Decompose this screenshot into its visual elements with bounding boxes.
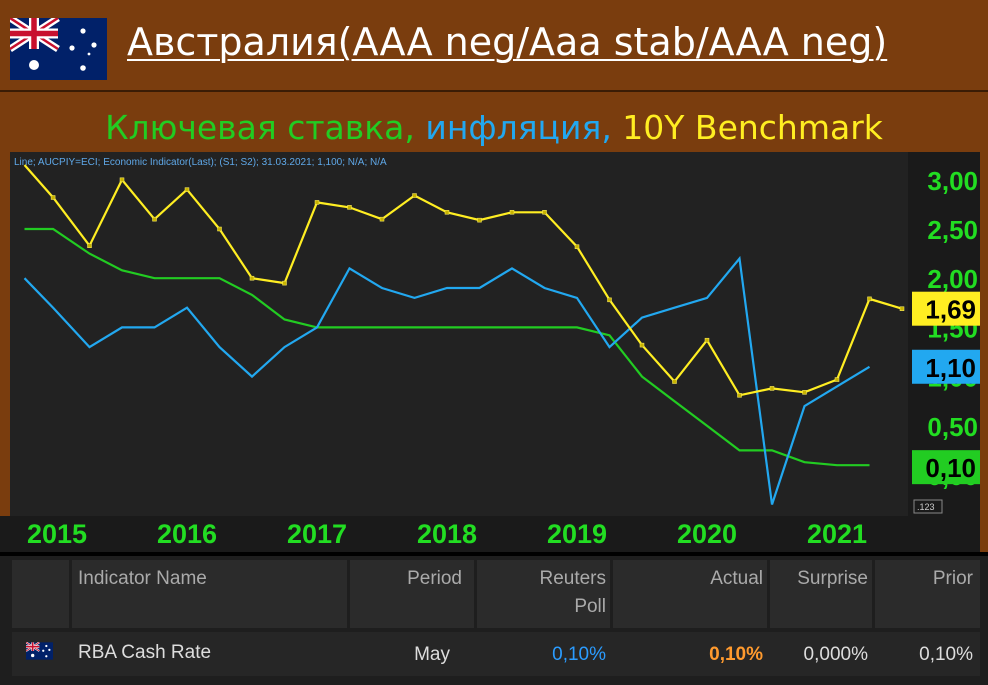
data-point-benchmark [119,177,125,183]
y-tick-label: 2,00 [927,264,978,294]
header-prior-cell [875,560,980,628]
last-value-label-rate: 0,10 [925,453,976,483]
header-poll-line2[interactable]: Poll [574,596,606,617]
y-tick-label: 2,50 [927,215,978,245]
header-surprise[interactable]: Surprise [797,568,868,589]
header-actual[interactable]: Actual [710,568,763,589]
data-point-benchmark [867,296,872,302]
chart-info-text: Line; AUCPIY=ECI; Economic Indicator(Las… [14,157,387,168]
chart-badge[interactable] [913,499,943,514]
line-chart: Line; AUCPIY=ECI; Economic Indicator(Las… [0,152,980,552]
data-point-benchmark [574,244,580,249]
data-point-benchmark [217,226,222,232]
row-poll: 0,10% [552,644,606,665]
data-point-benchmark [769,386,775,391]
data-point-benchmark [737,393,742,398]
header-surprise-cell [770,560,872,628]
last-value-label-benchmark: 1,69 [925,295,976,325]
header-prior[interactable]: Prior [932,568,973,589]
last-value-box-rate [912,450,980,485]
row-actual: 0,10% [709,644,763,665]
data-point-benchmark [509,210,515,215]
data-point-benchmark [412,193,417,198]
data-point-benchmark [249,275,255,281]
data-point-benchmark [834,377,840,382]
data-point-benchmark [282,280,287,286]
row-indicator: RBA Cash Rate [78,642,212,663]
x-tick-label: 2020 [677,519,737,549]
header-period[interactable]: Period [407,568,462,589]
subtitle-rate: Ключевая ставка, [105,108,426,147]
australia-flag-icon [26,642,53,660]
indicator-table: Indicator Name Period Reuters Poll Actua… [0,556,988,685]
table-row[interactable] [12,632,980,676]
data-point-benchmark [152,216,157,222]
row-surprise: 0,000% [803,644,868,665]
y-tick-label: 3,00 [927,166,978,196]
last-value-label-inflation: 1,10 [925,353,976,383]
subtitle-benchmark: 10Y Benchmark [622,108,883,147]
row-prior: 0,10% [919,644,973,665]
data-point-benchmark [184,187,190,192]
header-poll-cell [477,560,610,628]
y-tick-label: 0,50 [927,412,978,442]
header-actual-cell [613,560,767,628]
subtitle-inflation: инфляция, [425,108,623,147]
australia-flag-icon [10,18,107,80]
data-point-benchmark [899,306,905,311]
chart-frame: Line; AUCPIY=ECI; Economic Indicator(Las… [0,150,988,552]
header-poll-line1[interactable]: Reuters [539,568,606,589]
last-value-box-benchmark [912,291,980,326]
chart-badge-text: .123 [917,502,935,512]
title-bar: Австралия(AAA neg/Aaa stab/AAA neg) [0,0,988,90]
header-indicator-cell [72,560,347,628]
x-tick-label: 2019 [547,519,607,549]
header-indicator[interactable]: Indicator Name [78,568,207,589]
data-point-benchmark [639,342,645,348]
x-tick-label: 2018 [417,519,477,549]
data-point-benchmark [802,390,807,395]
data-point-benchmark [542,210,547,215]
series-line-benchmark [23,164,903,397]
data-point-benchmark [477,217,482,223]
series-line-rate [24,227,870,467]
data-point-benchmark [672,379,677,384]
header-period-cell [350,560,474,628]
page-title: Австралия(AAA neg/Aaa stab/AAA neg) [127,20,888,64]
data-point-benchmark [347,205,352,210]
chart-subtitle: Ключевая ставка, инфляция, 10Y Benchmark [0,108,988,147]
series-layer [23,164,905,505]
last-value-labels: 0,10 1,10 1,69 [912,291,980,485]
row-period: May [414,644,450,665]
x-tick-label: 2017 [287,519,347,549]
header-flag-cell [12,560,69,628]
x-axis-ticks: 2015 2016 2017 2018 2019 2020 2021 [27,519,867,549]
series-line-inflation [23,255,871,505]
subtitle-bar: Ключевая ставка, инфляция, 10Y Benchmark [0,90,988,150]
data-point-benchmark [379,216,385,222]
data-point-benchmark [444,210,450,215]
data-point-benchmark [50,195,56,200]
x-tick-label: 2021 [807,519,867,549]
x-axis-panel [0,516,980,552]
data-point-benchmark [87,243,92,248]
last-value-box-inflation [912,349,980,384]
data-point-benchmark [704,337,710,343]
data-point-benchmark [314,200,320,205]
plot-area [10,152,908,516]
data-point-benchmark [607,297,612,303]
x-tick-label: 2015 [27,519,87,549]
x-tick-label: 2016 [157,519,217,549]
